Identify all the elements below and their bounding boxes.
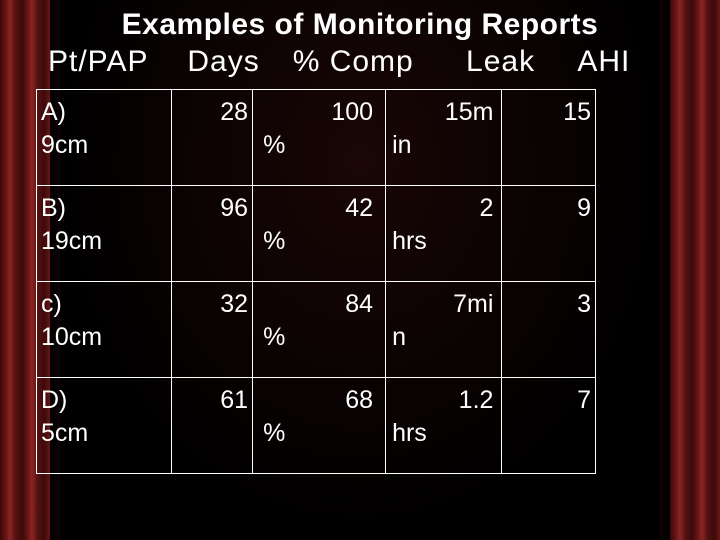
cell-days: 32 [172,281,253,377]
header-days: Days [187,45,283,79]
column-header-row: Pt/PAP Days % Comp Leak AHI [30,45,690,79]
pt-pressure: 10cm [41,323,102,351]
cell-pt: B) 19cm [37,185,172,281]
header-leak: Leak [466,45,568,79]
header-ptpap: Pt/PAP [48,45,178,79]
pt-pressure: 19cm [41,227,102,255]
pt-pressure: 5cm [41,419,88,447]
leak-unit: in [390,129,497,163]
leak-unit: n [390,321,497,355]
cell-days: 61 [172,377,253,473]
leak-value: 1.2 [390,384,497,418]
comp-value: 100 [257,96,381,130]
comp-unit: % [257,129,381,163]
cell-leak: 15m in [386,89,502,185]
cell-ahi: 3 [502,281,596,377]
cell-leak: 1.2 hrs [386,377,502,473]
table-row: B) 19cm 96 42 % 2 hrs 9 [37,185,596,281]
cell-ahi: 7 [502,377,596,473]
cell-leak: 2 hrs [386,185,502,281]
cell-comp: 84 % [253,281,386,377]
cell-pt: A) 9cm [37,89,172,185]
leak-unit: hrs [390,225,497,259]
pt-label: c) [41,290,62,318]
monitoring-table: A) 9cm 28 100 % 15m in 15 B) 19cm 96 42 … [36,89,596,474]
slide: Examples of Monitoring Reports Pt/PAP Da… [0,0,720,540]
leak-value: 7mi [390,288,497,322]
comp-value: 68 [257,384,381,418]
header-ahi: AHI [577,45,630,79]
cell-comp: 68 % [253,377,386,473]
comp-unit: % [257,225,381,259]
cell-pt: D) 5cm [37,377,172,473]
cell-days: 96 [172,185,253,281]
leak-unit: hrs [390,417,497,451]
pt-pressure: 9cm [41,131,88,159]
leak-value: 15m [390,96,497,130]
leak-value: 2 [390,192,497,226]
comp-value: 42 [257,192,381,226]
cell-comp: 100 % [253,89,386,185]
table-row: A) 9cm 28 100 % 15m in 15 [37,89,596,185]
cell-pt: c) 10cm [37,281,172,377]
cell-ahi: 9 [502,185,596,281]
pt-label: A) [41,98,66,126]
cell-ahi: 15 [502,89,596,185]
cell-leak: 7mi n [386,281,502,377]
pt-label: B) [41,194,66,222]
comp-unit: % [257,417,381,451]
cell-comp: 42 % [253,185,386,281]
comp-unit: % [257,321,381,355]
slide-title: Examples of Monitoring Reports [30,8,690,43]
pt-label: D) [41,386,67,414]
cell-days: 28 [172,89,253,185]
header-comp: % Comp [293,45,457,79]
table-row: c) 10cm 32 84 % 7mi n 3 [37,281,596,377]
table-row: D) 5cm 61 68 % 1.2 hrs 7 [37,377,596,473]
comp-value: 84 [257,288,381,322]
